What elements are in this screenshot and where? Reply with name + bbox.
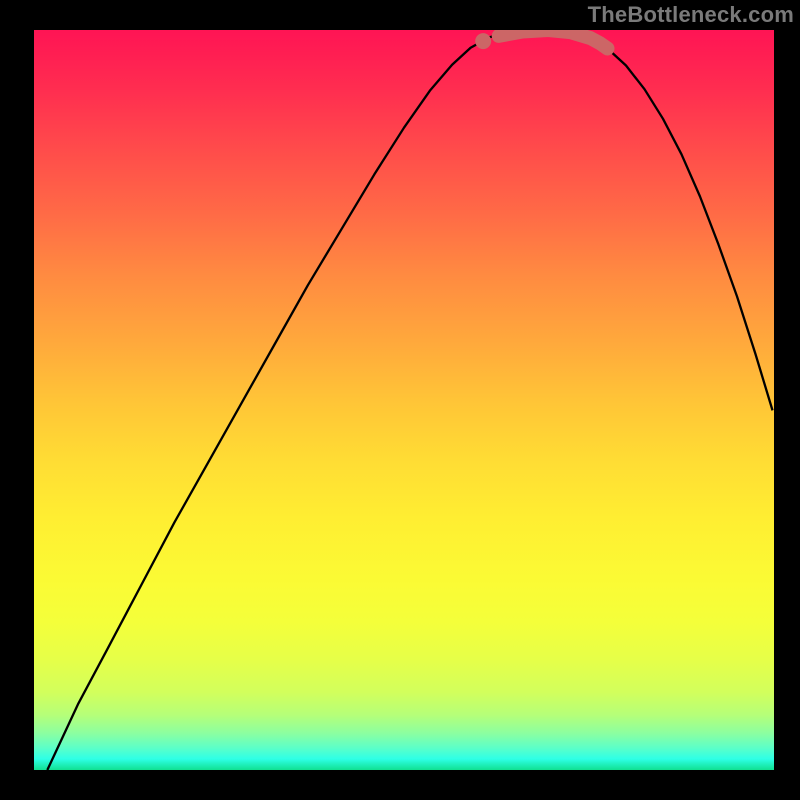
chart-svg [34, 30, 774, 770]
plot-area [34, 30, 774, 770]
optimal-point-marker [475, 33, 491, 49]
watermark-label: TheBottleneck.com [588, 2, 794, 28]
gradient-background [34, 30, 774, 770]
chart-container: TheBottleneck.com [0, 0, 800, 800]
